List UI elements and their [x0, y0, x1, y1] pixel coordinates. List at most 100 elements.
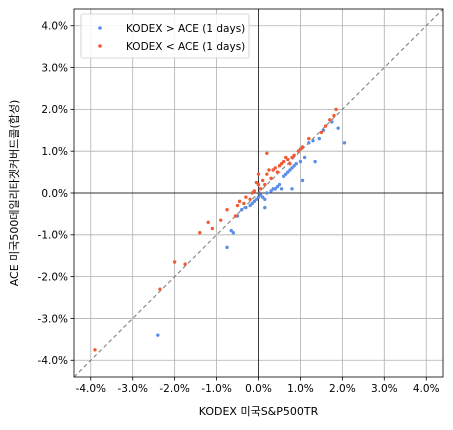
x-axis-label: KODEX 미국S&P500TR: [199, 405, 319, 418]
point-kodex-greater: [286, 170, 290, 174]
legend-label-kodex-greater: KODEX > ACE (1 days): [126, 23, 245, 35]
point-kodex-greater: [279, 187, 284, 191]
point-kodex-less: [298, 147, 303, 151]
data-points: [93, 107, 347, 352]
point-kodex-greater: [277, 182, 282, 187]
y-tick-label: 2.0%: [41, 104, 68, 116]
point-kodex-greater: [260, 195, 265, 199]
point-kodex-greater: [263, 205, 267, 210]
point-kodex-greater: [294, 162, 298, 166]
point-kodex-greater: [229, 228, 233, 233]
y-tick-label: 0.0%: [41, 188, 68, 200]
x-tick-label: 3.0%: [371, 383, 398, 395]
y-axis-label: ACE 미국500데일리타겟커버드콜(합성): [7, 100, 21, 287]
point-kodex-greater: [330, 120, 334, 124]
point-kodex-greater: [258, 193, 263, 197]
point-kodex-greater: [290, 166, 294, 170]
point-kodex-less: [296, 149, 301, 153]
point-kodex-less: [254, 180, 259, 185]
legend-marker-kodex-greater: [98, 26, 102, 30]
point-kodex-greater: [307, 141, 311, 145]
point-kodex-less: [275, 170, 280, 174]
x-tick-label: -3.0%: [117, 383, 147, 395]
point-kodex-less: [158, 287, 162, 291]
point-kodex-less: [323, 124, 328, 128]
point-kodex-greater: [244, 205, 248, 210]
point-kodex-less: [290, 155, 294, 160]
point-kodex-greater: [281, 174, 286, 178]
point-kodex-less: [206, 220, 210, 224]
legend: KODEX > ACE (1 days) KODEX < ACE (1 days…: [80, 13, 250, 59]
point-kodex-less: [273, 166, 277, 170]
point-kodex-less: [233, 214, 238, 218]
point-kodex-greater: [231, 231, 236, 235]
point-kodex-greater: [302, 155, 307, 160]
point-kodex-greater: [275, 185, 280, 189]
point-kodex-less: [198, 231, 202, 235]
point-kodex-less: [292, 153, 296, 158]
point-kodex-greater: [321, 128, 326, 132]
point-kodex-greater: [292, 164, 296, 168]
x-tick-label: 4.0%: [413, 383, 440, 395]
point-kodex-less: [248, 197, 252, 201]
diagonal-reference-line: [73, 8, 444, 378]
point-kodex-less: [269, 176, 273, 181]
point-kodex-less: [260, 178, 265, 183]
point-kodex-less: [307, 136, 311, 141]
point-kodex-greater: [254, 197, 259, 201]
point-kodex-greater: [263, 197, 267, 201]
point-kodex-less: [328, 118, 332, 122]
point-kodex-greater: [336, 126, 340, 130]
y-tick-label: -4.0%: [38, 355, 68, 367]
point-kodex-less: [300, 145, 305, 149]
y-tick-label: -1.0%: [38, 230, 68, 242]
x-tick-label: 0.0%: [245, 383, 272, 395]
point-kodex-less: [279, 162, 284, 166]
point-kodex-greater: [300, 178, 305, 183]
point-kodex-greater: [311, 139, 315, 143]
x-tick-label: 1.0%: [287, 383, 314, 395]
point-kodex-less: [263, 182, 267, 187]
point-kodex-less: [284, 155, 288, 160]
x-tick-label: -4.0%: [76, 383, 106, 395]
point-kodex-less: [244, 195, 248, 199]
point-kodex-less: [258, 187, 263, 191]
point-kodex-less: [219, 218, 223, 222]
x-axis-ticks: -4.0% -3.0% -2.0% -1.0% 0.0% 1.0% 2.0% 3.0% 4.0%: [76, 377, 440, 395]
point-kodex-greater: [240, 208, 244, 212]
point-kodex-less: [332, 113, 336, 118]
point-kodex-less: [256, 172, 261, 176]
point-kodex-less: [256, 182, 261, 187]
reference-lines: [73, 8, 444, 378]
point-kodex-less: [265, 151, 269, 155]
legend-box: [80, 13, 250, 59]
point-kodex-less: [210, 226, 215, 231]
point-kodex-greater: [273, 187, 277, 191]
point-kodex-less: [237, 199, 242, 204]
x-tick-label: 2.0%: [329, 383, 356, 395]
y-tick-label: 4.0%: [41, 21, 68, 33]
point-kodex-less: [250, 191, 254, 195]
point-kodex-greater: [290, 187, 294, 191]
y-tick-label: 3.0%: [41, 62, 68, 74]
point-kodex-greater: [225, 245, 229, 250]
point-kodex-less: [252, 189, 257, 193]
point-kodex-less: [286, 157, 290, 162]
point-kodex-greater: [252, 199, 257, 204]
point-kodex-less: [225, 208, 229, 212]
point-kodex-greater: [317, 136, 322, 141]
point-kodex-greater: [342, 141, 347, 145]
point-kodex-greater: [288, 168, 292, 172]
point-kodex-greater: [248, 203, 252, 208]
point-kodex-less: [277, 164, 282, 168]
point-kodex-greater: [298, 159, 303, 164]
point-kodex-less: [334, 107, 338, 112]
point-kodex-greater: [265, 191, 269, 195]
legend-marker-kodex-less: [98, 44, 102, 48]
point-kodex-less: [242, 201, 246, 206]
x-tick-label: -1.0%: [201, 383, 231, 395]
point-kodex-less: [172, 260, 177, 264]
y-tick-label: 1.0%: [41, 146, 68, 158]
point-kodex-less: [267, 168, 271, 172]
